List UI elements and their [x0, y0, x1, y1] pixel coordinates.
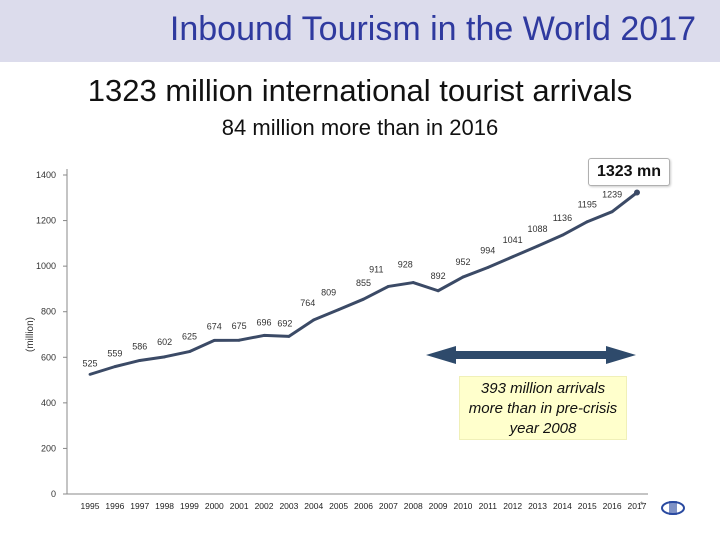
x-tick-label: 2002 [255, 501, 274, 511]
data-label: 675 [232, 321, 247, 331]
y-tick-label: 1000 [36, 261, 56, 271]
data-point [212, 339, 216, 342]
unwto-logo-icon [661, 501, 685, 515]
data-label: 809 [321, 288, 336, 298]
data-label: 692 [277, 318, 292, 328]
x-tick-label: 2012 [503, 501, 522, 511]
data-point [436, 289, 440, 293]
x-tick-label: 1999 [180, 501, 199, 511]
data-label: 855 [356, 278, 371, 288]
data-point [634, 189, 640, 196]
callout-line-2: more than in pre-crisis [468, 400, 618, 417]
data-label: 525 [82, 358, 97, 368]
y-axis-title: (million) [25, 317, 36, 352]
x-tick-label: 2001 [230, 501, 249, 511]
data-label: 952 [455, 257, 470, 267]
x-tick-label: 2007 [379, 501, 398, 511]
double-arrow-shape [426, 346, 636, 364]
data-label: 1136 [553, 213, 572, 223]
y-tick-label: 1400 [36, 170, 56, 180]
data-label: 586 [132, 341, 147, 351]
data-label: 928 [398, 260, 413, 270]
headline-main: 1323 million international tourist arriv… [87, 73, 633, 108]
x-tick-label: 1995 [81, 501, 100, 511]
headline-sub: 84 million more than in 2016 [221, 115, 499, 140]
data-label: 559 [107, 349, 122, 359]
x-tick-label: 2014 [553, 501, 572, 511]
data-point [561, 233, 564, 237]
x-tick-label: 2004 [304, 501, 323, 511]
data-point [312, 318, 316, 322]
y-tick-label: 200 [41, 443, 56, 453]
data-point [511, 255, 515, 259]
y-tick-label: 800 [41, 307, 56, 317]
x-tick-label: 2000 [205, 501, 224, 511]
x-tick-label: 2016 [603, 501, 622, 511]
data-label: 696 [257, 317, 272, 327]
x-tick-label: 2011 [479, 501, 498, 511]
data-point [461, 275, 465, 279]
data-label: 1088 [528, 224, 548, 234]
callout-box: 393 million arrivals more than in pre-cr… [459, 376, 627, 440]
data-point [138, 359, 142, 362]
data-label: 911 [369, 264, 383, 274]
data-point [237, 338, 241, 342]
data-labels: 525 559 586 602 625 674 675 696 692 764 809 855 911 9… [82, 190, 622, 369]
x-tick-label: 2013 [528, 501, 547, 511]
x-tick-label: 1998 [155, 501, 174, 511]
header-band: Inbound Tourism in the World 2017 [0, 0, 720, 62]
data-label: 1239 [602, 190, 622, 200]
data-point [362, 297, 365, 301]
data-label: 892 [431, 271, 446, 281]
data-point [411, 281, 415, 284]
data-label: 1041 [503, 235, 523, 245]
data-point [536, 244, 539, 248]
data-label: 764 [300, 298, 315, 308]
x-tick-label: 2006 [354, 501, 373, 511]
total-badge: 1323 mn [588, 158, 670, 186]
data-point [337, 308, 341, 312]
x-tick-label: 2005 [329, 501, 348, 511]
y-tick-label: 1200 [36, 216, 56, 226]
data-label: 625 [182, 332, 197, 342]
x-tick-label: 2010 [453, 501, 472, 511]
x-tick-label: 2003 [279, 501, 298, 511]
callout-line-3: year 2008 [509, 420, 577, 437]
x-tick-label: 2009 [429, 501, 448, 511]
x-tick-label: 2017 [628, 501, 647, 511]
y-tick-label: 400 [41, 398, 56, 408]
crisis-range-arrow [426, 346, 636, 364]
x-tick-label: 1996 [105, 501, 124, 511]
data-point [163, 355, 166, 359]
y-tick-label: 0 [51, 489, 56, 499]
footnote-mark: * [640, 500, 644, 510]
data-point [287, 334, 291, 338]
data-point [113, 365, 117, 369]
chart-axes: 0 200 400 600 800 1000 1200 1400 (million) 1995 19… [25, 169, 648, 511]
x-tick-label: 2008 [404, 501, 423, 511]
chart-series [88, 189, 640, 376]
page-title: Inbound Tourism in the World 2017 [169, 10, 696, 48]
data-point [610, 210, 614, 214]
x-tick-label: 2015 [578, 501, 597, 511]
x-tick-label: 1997 [130, 501, 149, 511]
data-point [585, 220, 589, 224]
data-point [386, 285, 390, 288]
callout-line-1: 393 million arrivals [480, 380, 606, 397]
data-point [486, 266, 490, 269]
data-point [188, 350, 191, 353]
data-point [262, 334, 266, 337]
data-label: 1195 [578, 200, 597, 210]
y-tick-label: 600 [41, 352, 56, 362]
data-label: 602 [157, 337, 172, 347]
data-point [88, 372, 92, 376]
data-label: 674 [207, 321, 222, 331]
data-label: 994 [480, 246, 495, 256]
